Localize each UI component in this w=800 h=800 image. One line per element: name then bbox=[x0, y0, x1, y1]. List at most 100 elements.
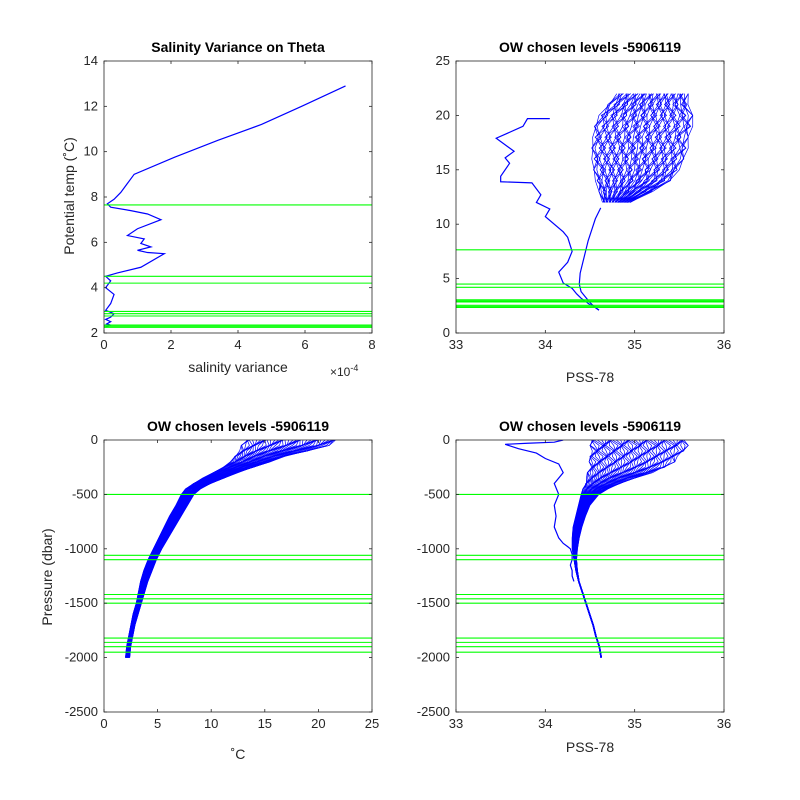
y-tick-label: -2000 bbox=[65, 650, 98, 665]
y-tick-label: 6 bbox=[91, 234, 98, 249]
panel-salinity-variance: Salinity Variance on Theta salinity vari… bbox=[61, 39, 376, 379]
axes-box bbox=[455, 60, 725, 334]
series-line bbox=[495, 118, 600, 311]
x-tick-label: 36 bbox=[717, 716, 731, 731]
profile-line bbox=[623, 93, 681, 203]
x-exponent-base: ×10 bbox=[330, 365, 351, 379]
profile-line bbox=[627, 93, 687, 203]
x-axis-label: ˚C bbox=[231, 746, 246, 762]
profile-line bbox=[609, 93, 637, 203]
y-tick-label: 8 bbox=[91, 189, 98, 204]
x-axis-label: salinity variance bbox=[188, 359, 288, 375]
profile-line bbox=[620, 93, 671, 203]
plot-area bbox=[456, 440, 724, 658]
x-tick-label: 34 bbox=[538, 337, 552, 352]
y-tick-label: -2500 bbox=[417, 704, 450, 719]
profile-line bbox=[602, 93, 628, 203]
y-tick-label: -1500 bbox=[65, 595, 98, 610]
panel-salinity-pressure: OW chosen levels -5906119 PSS-78 33 34 35 3… bbox=[417, 418, 731, 755]
series-line bbox=[578, 207, 602, 311]
profile-line bbox=[612, 93, 646, 203]
y-tick-label: 2 bbox=[91, 325, 98, 340]
plot-area bbox=[104, 85, 372, 328]
profile-line bbox=[620, 93, 667, 203]
x-axis-label: PSS-78 bbox=[566, 369, 614, 385]
y-tick-label: -2500 bbox=[65, 704, 98, 719]
x-exponent-power: -4 bbox=[350, 363, 358, 373]
profile-line bbox=[627, 93, 692, 203]
plot-area bbox=[456, 93, 724, 311]
x-tick-label: 25 bbox=[365, 716, 379, 731]
panel-title: Salinity Variance on Theta bbox=[151, 39, 325, 55]
axes-box bbox=[455, 439, 725, 713]
x-tick-label: 8 bbox=[368, 337, 375, 352]
y-tick-label: -1000 bbox=[417, 541, 450, 556]
profile-line bbox=[619, 93, 661, 203]
profile-line bbox=[599, 93, 628, 203]
profile-line bbox=[129, 440, 336, 658]
profile-line bbox=[607, 93, 629, 203]
x-exponent-label: ×10-4 bbox=[330, 363, 358, 379]
plot-area bbox=[104, 440, 372, 658]
profile-line bbox=[591, 93, 618, 203]
panel-temperature-pressure: OW chosen levels -5906119 ˚C Pressure (d… bbox=[39, 418, 379, 762]
profile-line bbox=[624, 93, 672, 203]
x-tick-label: 10 bbox=[204, 716, 218, 731]
y-tick-label: 25 bbox=[436, 53, 450, 68]
y-tick-label: 0 bbox=[443, 325, 450, 340]
y-tick-label: 14 bbox=[84, 53, 98, 68]
x-tick-label: 0 bbox=[100, 716, 107, 731]
y-axis-label: Pressure (dbar) bbox=[39, 528, 55, 625]
y-tick-label: 20 bbox=[436, 107, 450, 122]
panel-salinity-theta: OW chosen levels -5906119 PSS-78 33 34 35 3… bbox=[436, 39, 732, 385]
x-tick-label: 33 bbox=[449, 337, 463, 352]
axes-box bbox=[103, 439, 373, 713]
panel-title: OW chosen levels -5906119 bbox=[499, 418, 681, 434]
y-tick-label: 4 bbox=[91, 280, 98, 295]
x-tick-label: 20 bbox=[311, 716, 325, 731]
profile-line bbox=[629, 93, 694, 203]
profile-line bbox=[617, 93, 663, 203]
profile-line bbox=[593, 93, 620, 203]
x-tick-label: 0 bbox=[100, 337, 107, 352]
x-tick-label: 6 bbox=[301, 337, 308, 352]
profile-line bbox=[624, 93, 681, 203]
y-tick-label: 15 bbox=[436, 162, 450, 177]
x-tick-label: 15 bbox=[258, 716, 272, 731]
profile-line bbox=[576, 440, 689, 658]
profile-line bbox=[622, 93, 670, 203]
y-tick-label: 10 bbox=[436, 216, 450, 231]
y-tick-label: 0 bbox=[91, 432, 98, 447]
x-tick-label: 33 bbox=[449, 716, 463, 731]
profile-line bbox=[616, 93, 654, 203]
y-tick-label: -500 bbox=[424, 486, 450, 501]
profile-line bbox=[617, 93, 659, 203]
x-tick-label: 35 bbox=[627, 716, 641, 731]
y-tick-label: 5 bbox=[443, 271, 450, 286]
x-tick-label: 4 bbox=[234, 337, 241, 352]
y-tick-label: -1500 bbox=[417, 595, 450, 610]
y-tick-label: 10 bbox=[84, 144, 98, 159]
profile-line bbox=[626, 93, 681, 203]
profile-line bbox=[613, 93, 647, 203]
x-axis-label: PSS-78 bbox=[566, 739, 614, 755]
y-axis-label: Potential temp (˚C) bbox=[61, 137, 77, 254]
y-tick-label: -2000 bbox=[417, 650, 450, 665]
panel-title: OW chosen levels -5906119 bbox=[499, 39, 681, 55]
series-line bbox=[504, 440, 575, 582]
profile-line bbox=[614, 93, 647, 203]
x-tick-label: 36 bbox=[717, 337, 731, 352]
profile-line bbox=[608, 93, 634, 203]
x-tick-label: 34 bbox=[538, 716, 552, 731]
y-tick-label: 0 bbox=[443, 432, 450, 447]
x-tick-label: 2 bbox=[167, 337, 174, 352]
profile-line bbox=[611, 93, 644, 203]
y-tick-label: -1000 bbox=[65, 541, 98, 556]
y-tick-label: 12 bbox=[84, 98, 98, 113]
profile-line bbox=[614, 93, 652, 203]
profile-line bbox=[611, 93, 641, 203]
x-tick-label: 5 bbox=[154, 716, 161, 731]
panel-title: OW chosen levels -5906119 bbox=[147, 418, 329, 434]
